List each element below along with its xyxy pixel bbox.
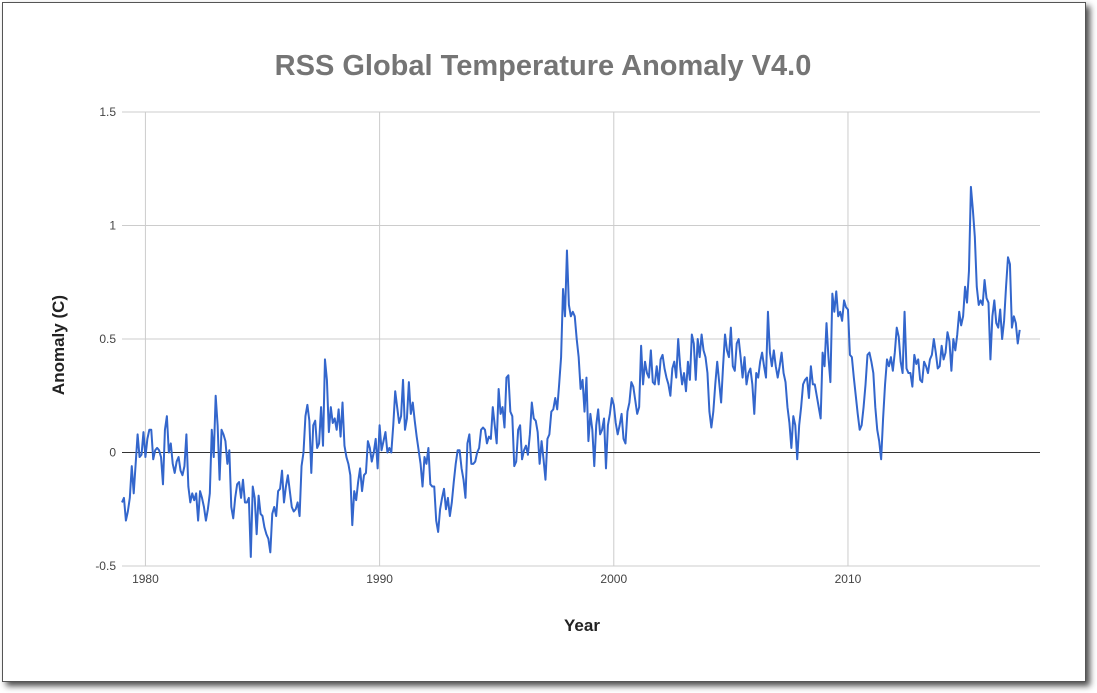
y-tick-label: 1 <box>109 219 116 233</box>
x-tick-label: 1980 <box>132 572 159 586</box>
x-tick-label: 2010 <box>835 572 862 586</box>
y-axis-title: Anomaly (C) <box>49 295 68 395</box>
y-tick-label: 1.5 <box>99 105 116 119</box>
y-tick-label: 0 <box>109 446 116 460</box>
chart-title: RSS Global Temperature Anomaly V4.0 <box>275 50 812 82</box>
y-axis-ticks: -0.5 0 0.5 1 1.5 <box>95 105 116 573</box>
x-axis-ticks: 1980 1990 2000 2010 <box>132 572 862 586</box>
x-axis-title: Year <box>564 616 600 635</box>
y-tick-label: 0.5 <box>99 332 116 346</box>
x-tick-label: 1990 <box>366 572 393 586</box>
x-tick-label: 2000 <box>600 572 627 586</box>
series-line <box>121 185 1021 558</box>
y-tick-label: -0.5 <box>95 559 116 573</box>
